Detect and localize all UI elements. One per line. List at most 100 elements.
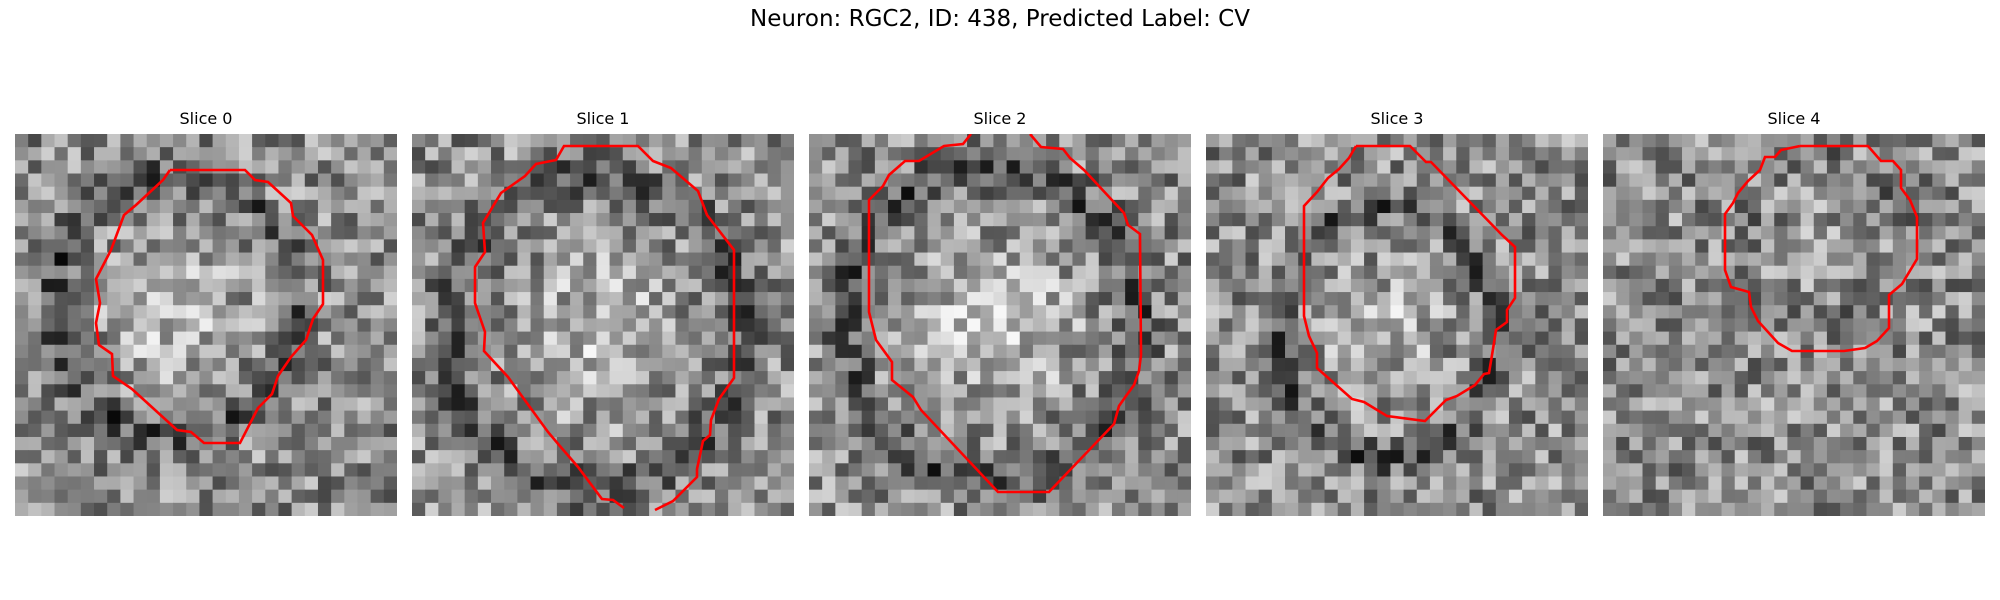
pixel [438, 450, 453, 464]
pixel [1616, 305, 1630, 320]
pixel [94, 239, 108, 254]
pixel [1548, 436, 1563, 451]
pixel [28, 239, 42, 254]
pixel [1682, 423, 1696, 438]
pixel [701, 147, 716, 161]
pixel [67, 292, 82, 306]
pixel [1866, 397, 1881, 412]
pixel [1245, 199, 1260, 214]
pixel [278, 147, 293, 161]
pixel [1456, 226, 1471, 240]
pixel [993, 357, 1008, 372]
pixel [1866, 318, 1881, 333]
pixel [967, 502, 981, 516]
pixel [438, 331, 453, 346]
pixel [238, 173, 253, 188]
pixel [1761, 502, 1775, 516]
pixel [649, 344, 663, 359]
pixel [252, 239, 266, 254]
pixel [1561, 226, 1576, 240]
pixel [438, 160, 453, 175]
pixel [1271, 384, 1286, 399]
pixel [543, 134, 558, 148]
pixel [822, 450, 836, 464]
pixel [212, 252, 227, 267]
pixel [980, 173, 995, 188]
pixel [688, 489, 703, 504]
pixel [464, 213, 479, 227]
pixel [212, 450, 227, 464]
pixel [304, 278, 319, 293]
panel-title-slice-2: Slice 2 [973, 109, 1027, 128]
pixel [1892, 450, 1907, 464]
pixel [383, 186, 397, 201]
pixel [133, 305, 148, 320]
pixel [1258, 489, 1273, 504]
pixel [186, 265, 201, 280]
pixel [1164, 134, 1179, 148]
pixel [701, 239, 716, 254]
pixel [1548, 423, 1563, 438]
pixel [464, 173, 479, 188]
pixel [1971, 357, 1985, 372]
pixel [754, 186, 769, 201]
pixel [662, 173, 677, 188]
pixel [1416, 489, 1431, 504]
pixel [383, 502, 397, 516]
pixel [1177, 265, 1191, 280]
pixel [291, 134, 306, 148]
pixel [596, 318, 611, 333]
pixel [914, 134, 929, 148]
pixel [28, 252, 42, 267]
pixel [1495, 186, 1510, 201]
pixel [767, 292, 782, 306]
pixel [570, 476, 584, 491]
pixel [159, 199, 174, 214]
pixel [1138, 489, 1153, 504]
pixel [1892, 199, 1907, 214]
pixel [596, 265, 611, 280]
pixel [1271, 410, 1286, 425]
pixel [1747, 371, 1762, 385]
pixel [874, 463, 889, 478]
pixel [1032, 318, 1047, 333]
pixel [120, 147, 135, 161]
pixel [491, 213, 505, 227]
pixel [304, 252, 319, 267]
pixel [1642, 397, 1657, 412]
pixel [344, 450, 359, 464]
pixel [291, 160, 306, 175]
pixel [741, 463, 756, 478]
pixel [504, 502, 518, 516]
pixel [54, 436, 69, 451]
pixel [1469, 213, 1484, 227]
pixel [754, 384, 769, 399]
pixel [649, 213, 663, 227]
pixel [1350, 265, 1365, 280]
pixel [41, 357, 56, 372]
pixel [1337, 357, 1352, 372]
pixel [1800, 305, 1815, 320]
pixel [1787, 305, 1802, 320]
pixel [754, 147, 769, 161]
pixel [609, 186, 624, 201]
pixel [491, 502, 505, 516]
pixel [1469, 134, 1484, 148]
pixel [888, 305, 902, 320]
pixel [1285, 318, 1299, 333]
pixel [1787, 463, 1802, 478]
pixel [1138, 463, 1153, 478]
pixel [438, 186, 453, 201]
pixel [622, 344, 637, 359]
pixel [1350, 252, 1365, 267]
pixel [1219, 160, 1233, 175]
pixel [609, 134, 624, 148]
pixel [107, 199, 121, 214]
pixel [1456, 147, 1471, 161]
pixel [464, 305, 479, 320]
pixel [173, 384, 187, 399]
pixel [940, 502, 955, 516]
pixel [888, 226, 902, 240]
pixel [1721, 331, 1736, 346]
pixel [1377, 252, 1392, 267]
